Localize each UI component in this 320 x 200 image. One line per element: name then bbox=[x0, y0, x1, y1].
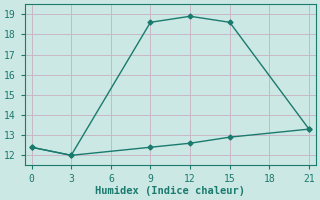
X-axis label: Humidex (Indice chaleur): Humidex (Indice chaleur) bbox=[95, 186, 245, 196]
